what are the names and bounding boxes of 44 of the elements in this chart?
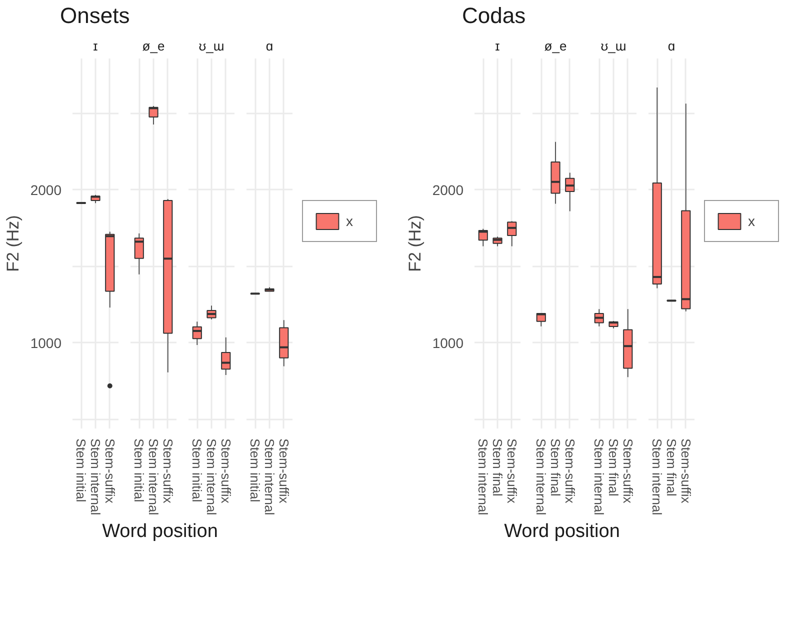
y-axis-title: F2 (Hz) [405,216,424,272]
x-axis-title: Word position [102,520,218,544]
x-tick-label: Stem internal [476,438,491,516]
y-axis-title: F2 (Hz) [3,216,22,272]
x-tick-label: Stem initial [248,438,263,503]
chart-subtitle: ɑ [668,38,676,54]
x-tick-label: Stem internal [146,438,161,516]
x-tick-label: Stem final [548,438,563,497]
chart-title: Codas [462,2,526,30]
x-tick-label: Stem internal [592,438,607,516]
x-tick-label: Stem final [664,438,679,497]
x-tick-label: Stem-suffix [276,438,292,504]
x-axis-title: Word position [504,520,620,544]
x-tick-label: Stem final [606,438,621,497]
chart-subtitle: ʊ_ɯ [600,38,626,54]
x-tick-label: Stem internal [88,438,103,516]
chart-subtitle: ø_e [544,38,567,54]
x-tick-label: Stem initial [74,438,89,503]
x-tick-label: Stem internal [534,438,549,516]
x-tick-label: Stem internal [204,438,219,516]
x-tick-label: Stem-suffix [620,438,636,504]
chart-subtitle: ɑ [266,38,274,54]
chart-title: Onsets [60,2,130,30]
x-tick-label: Stem-suffix [504,438,520,504]
chart-subtitle: ɪ [495,38,500,54]
legend-label: x [748,213,756,230]
x-tick-label: Stem initial [132,438,147,503]
x-tick-label: Stem-suffix [678,438,694,504]
chart-subtitle: ɪ [93,38,98,54]
x-tick-label: Stem internal [262,438,277,516]
x-tick-label: Stem-suffix [102,438,118,504]
x-tick-label: Stem-suffix [218,438,234,504]
y-tick-label: 1000 [30,335,62,352]
chart-subtitle: ø_e [142,38,165,54]
x-tick-label: Stem initial [190,438,205,503]
x-tick-label: Stem internal [650,438,665,516]
y-tick-label: 2000 [432,182,464,198]
y-tick-label: 1000 [432,335,464,352]
chart-subtitle: ʊ_ɯ [198,38,224,54]
x-tick-label: Stem-suffix [562,438,578,504]
legend-label: x [346,213,354,230]
x-tick-label: Stem-suffix [160,438,176,504]
x-tick-label: Stem final [490,438,505,497]
y-tick-label: 2000 [30,182,62,198]
